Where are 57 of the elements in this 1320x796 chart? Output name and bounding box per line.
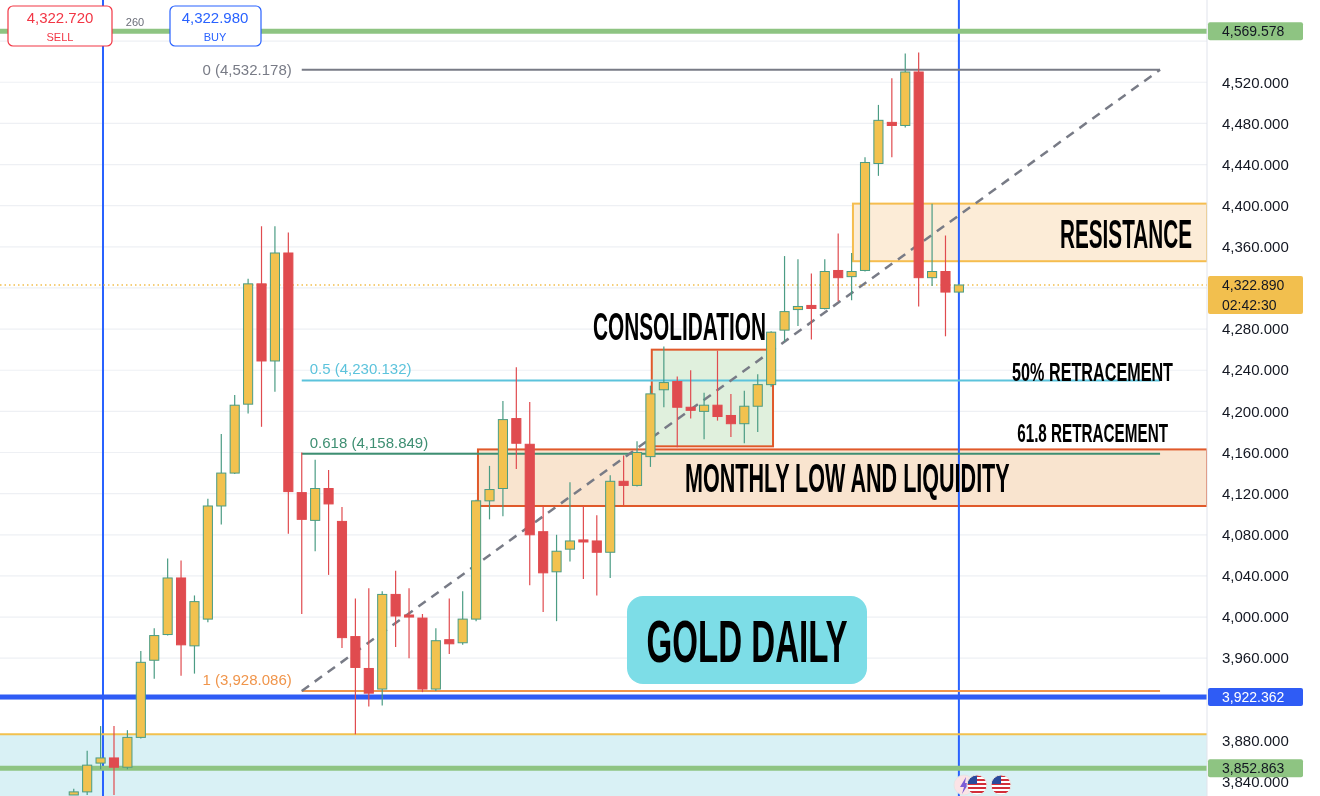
candlestick xyxy=(658,345,669,408)
y-tick-label: 4,080.000 xyxy=(1222,526,1289,544)
y-tick-label: 4,240.000 xyxy=(1222,361,1289,379)
text: 02:42:30 xyxy=(1222,296,1277,313)
y-tick-label: 4,120.000 xyxy=(1222,484,1289,502)
annotation: BUY xyxy=(203,31,227,43)
y-tick-label: 4,400.000 xyxy=(1222,196,1289,214)
ref-line-label: 3,922.362 xyxy=(1222,688,1285,705)
candlestick xyxy=(457,590,468,646)
candlestick xyxy=(792,258,804,327)
candlestick xyxy=(739,390,750,444)
y-tick-label: 4,160.000 xyxy=(1222,443,1289,461)
candlestick xyxy=(685,369,696,420)
band-label: RESISTANCE xyxy=(1060,211,1192,258)
candlestick xyxy=(444,597,455,655)
band-label: CONSOLIDATION xyxy=(593,304,766,348)
candlestick xyxy=(886,77,897,158)
candlestick xyxy=(618,454,629,506)
y-tick-label: 4,200.000 xyxy=(1222,402,1289,420)
y-tick-label: 4,480.000 xyxy=(1222,114,1289,132)
candlestick xyxy=(752,373,763,433)
y-tick-label: 4,360.000 xyxy=(1222,238,1289,256)
candlestick xyxy=(578,505,589,580)
annotation: 260 xyxy=(125,16,145,28)
ref-line-label: 1 (3,928.086) xyxy=(202,671,292,689)
candlestick xyxy=(564,481,576,563)
y-tick-label: 3,880.000 xyxy=(1222,731,1289,749)
ref-line-label: 0.5 (4,230.132) xyxy=(309,360,412,378)
annotation: 4,322.720 xyxy=(26,9,94,26)
candlestick xyxy=(390,570,401,648)
y-tick-label: 3,960.000 xyxy=(1222,649,1289,667)
candlestick xyxy=(551,534,562,622)
annotation: SELL xyxy=(46,31,74,43)
ref-line-label: 0.618 (4,158.849) xyxy=(309,433,429,451)
ref-line-label: 0 (4,532.178) xyxy=(202,61,292,78)
y-tick-label: 4,280.000 xyxy=(1222,320,1289,338)
ref-line-label: 4,322.890 xyxy=(1222,276,1285,293)
candlestick xyxy=(699,392,710,440)
annotation: 61.8 RETRACEMENT xyxy=(1017,418,1168,449)
candlestick xyxy=(484,465,495,520)
candlestick xyxy=(323,469,334,576)
candlestick xyxy=(833,232,844,302)
text: GOLD DAILY xyxy=(646,607,848,675)
candlestick xyxy=(403,587,415,659)
candlestick xyxy=(591,514,602,597)
annotation: 50% RETRACEMENT xyxy=(1012,356,1173,387)
candlestick xyxy=(725,393,736,438)
y-tick-label: 4,000.000 xyxy=(1222,608,1289,626)
candlestick xyxy=(108,725,120,796)
ref-line-label: 4,569.578 xyxy=(1222,23,1285,40)
y-tick-label: 4,040.000 xyxy=(1222,567,1289,585)
y-tick-label: 4,520.000 xyxy=(1222,73,1289,91)
y-tick-label: 4,440.000 xyxy=(1222,155,1289,173)
candlestick xyxy=(806,272,817,340)
candlestick xyxy=(712,350,723,422)
candlestick xyxy=(940,234,951,337)
annotation: 4,322.980 xyxy=(181,9,249,26)
